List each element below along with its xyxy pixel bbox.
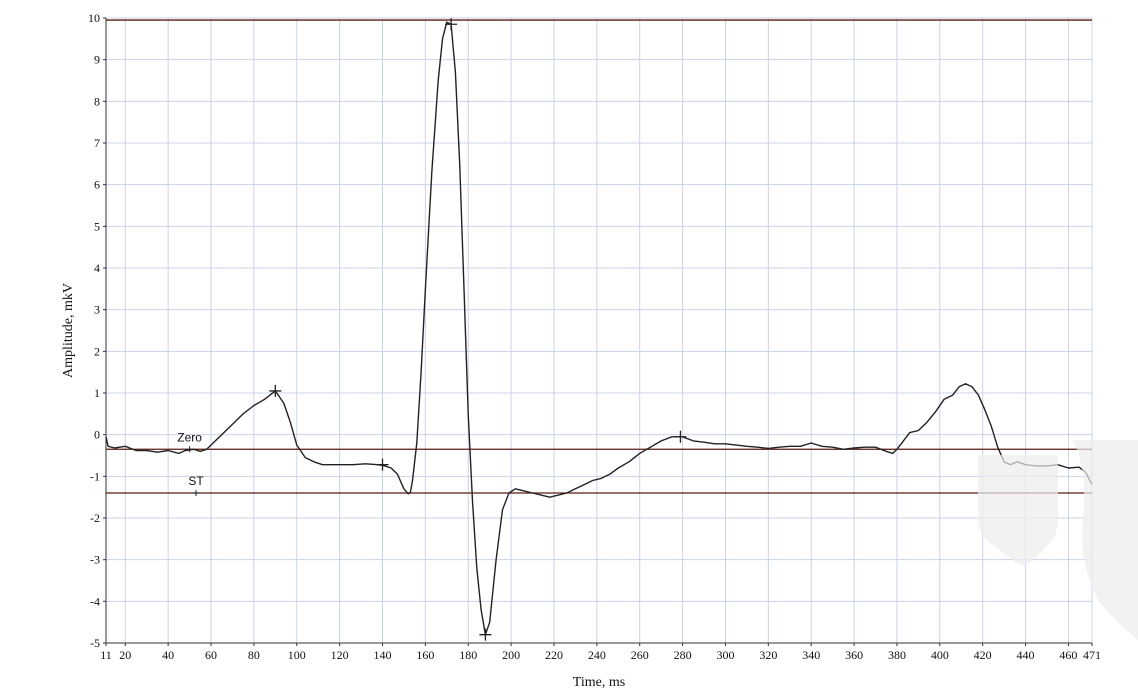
x-tick-label: 11 xyxy=(100,648,112,662)
y-tick-label: -4 xyxy=(90,594,100,608)
x-tick-label: 320 xyxy=(759,648,777,662)
x-tick-label: 300 xyxy=(716,648,734,662)
grid xyxy=(105,17,1093,644)
x-tick-label: 160 xyxy=(416,648,434,662)
x-tick-label: 420 xyxy=(974,648,992,662)
x-tick-label: 20 xyxy=(119,648,131,662)
y-tick-label: 6 xyxy=(94,178,100,192)
x-tick-label: 220 xyxy=(545,648,563,662)
x-tick-label: 380 xyxy=(888,648,906,662)
reference-lines xyxy=(106,19,1092,494)
axes xyxy=(105,18,1092,644)
reference-line-marker xyxy=(192,490,201,496)
y-axis-label: Amplitude, mkV xyxy=(61,283,76,378)
annotations: Zero ST xyxy=(177,430,204,496)
y-tick-label: -3 xyxy=(90,553,100,567)
y-tick-label: 4 xyxy=(94,261,100,275)
peak-marker xyxy=(674,430,687,443)
x-tick-label: 360 xyxy=(845,648,863,662)
x-tick-label: 180 xyxy=(459,648,477,662)
peak-marker xyxy=(479,628,492,641)
y-tick-label: -5 xyxy=(90,636,100,650)
x-tick-label: 60 xyxy=(205,648,217,662)
reference-line-label: Zero xyxy=(177,430,202,444)
y-tick-label: 2 xyxy=(94,344,100,358)
x-tick-label: 340 xyxy=(802,648,820,662)
x-tick-label: 120 xyxy=(331,648,349,662)
x-tick-label: 140 xyxy=(374,648,392,662)
x-tick-label: 200 xyxy=(502,648,520,662)
peak-marker xyxy=(445,18,458,31)
x-tick-label: 40 xyxy=(162,648,174,662)
y-tick-label: 0 xyxy=(94,428,100,442)
y-tick-label: 1 xyxy=(94,386,100,400)
marker-layer xyxy=(269,18,687,641)
y-tick-label: 5 xyxy=(94,219,100,233)
y-tick-label: 9 xyxy=(94,53,100,67)
reference-line-label: ST xyxy=(188,474,204,488)
x-tick-label: 440 xyxy=(1017,648,1035,662)
x-tick-label: 80 xyxy=(248,648,260,662)
peak-marker xyxy=(376,458,389,471)
x-tick-label: 280 xyxy=(674,648,692,662)
x-tick-label: 100 xyxy=(288,648,306,662)
y-tick-label: -1 xyxy=(90,469,100,483)
x-axis-label: Time, ms xyxy=(573,675,625,690)
y-tick-label: 10 xyxy=(88,11,100,25)
x-tick-label: 400 xyxy=(931,648,949,662)
x-tick-label: 460 xyxy=(1059,648,1077,662)
x-tick-label: 240 xyxy=(588,648,606,662)
series-layer xyxy=(105,21,1093,636)
x-tick-label: 260 xyxy=(631,648,649,662)
y-tick-label: -2 xyxy=(90,511,100,525)
reference-line-marker xyxy=(185,446,194,453)
tick-labels: 11 20 40 60 80 100 120 140 160 180 200 220 240 260 280… xyxy=(88,11,1101,662)
x-tick-label: 471 xyxy=(1083,648,1101,662)
y-tick-label: 8 xyxy=(94,94,100,108)
y-tick-label: 3 xyxy=(94,303,100,317)
y-tick-label: 7 xyxy=(94,136,100,150)
ecg-series-line xyxy=(105,21,1093,636)
peak-marker xyxy=(269,384,282,397)
